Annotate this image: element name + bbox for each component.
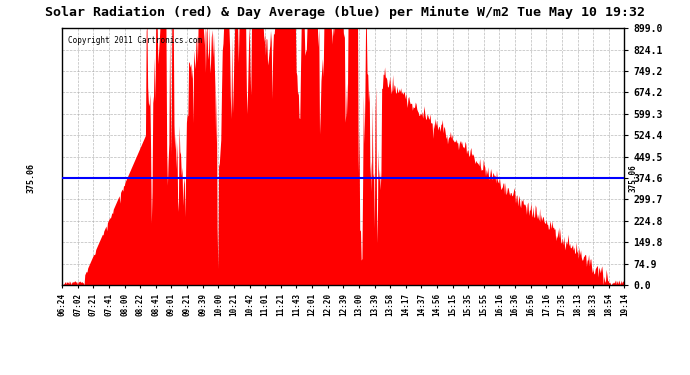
Text: Solar Radiation (red) & Day Average (blue) per Minute W/m2 Tue May 10 19:32: Solar Radiation (red) & Day Average (blu… [45,6,645,19]
Text: 375.06: 375.06 [27,163,36,193]
Text: Copyright 2011 Cartronics.com: Copyright 2011 Cartronics.com [68,36,202,45]
Text: 375.06: 375.06 [629,164,638,192]
